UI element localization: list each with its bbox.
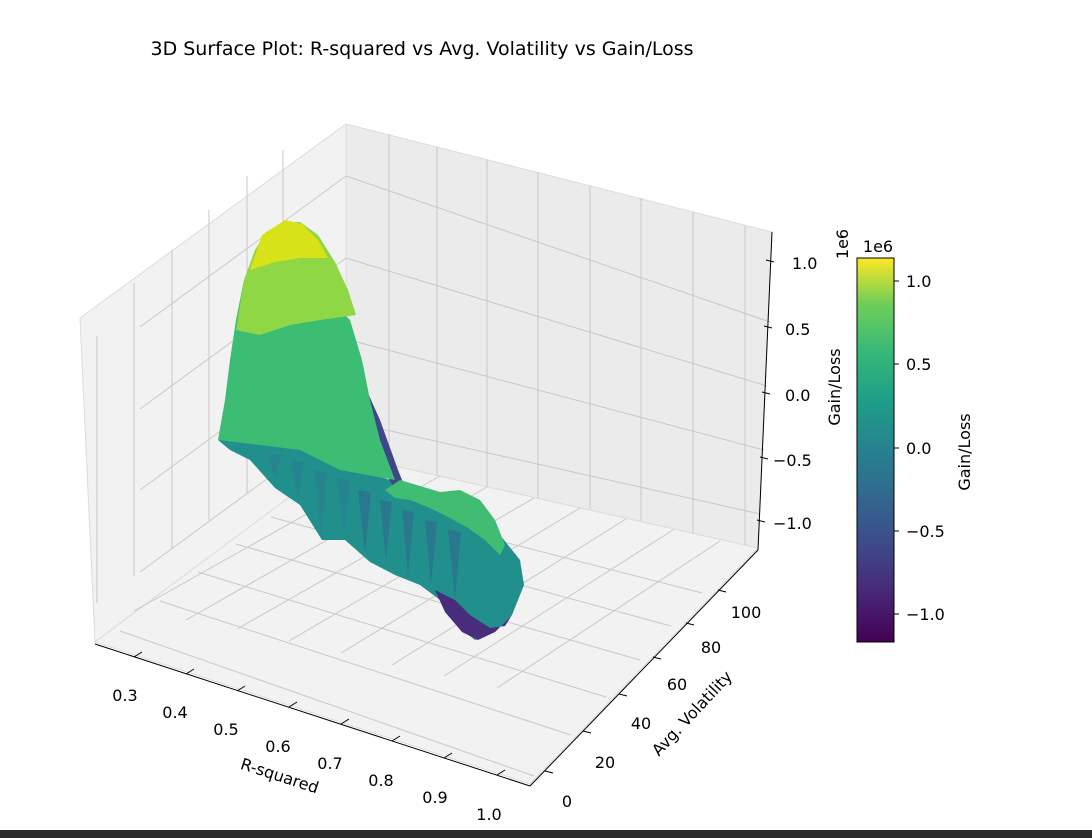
surface-spike — [380, 500, 392, 560]
surface-teal-base — [218, 430, 524, 640]
colorbar-tick-label: 1.0 — [906, 272, 931, 291]
z-tick-label: 0.5 — [785, 320, 810, 339]
colorbar-tick-label: −1.0 — [906, 605, 945, 624]
x-axis-label: R-squared — [238, 754, 321, 797]
z-tick-labels: 1.0 0.5 0.0 −0.5 −1.0 — [773, 254, 817, 533]
x-tick-label: 0.5 — [213, 720, 238, 739]
z-tick-label: 1.0 — [792, 254, 817, 273]
x-tick-label: 0.4 — [162, 703, 187, 722]
y-axis-line — [529, 549, 759, 787]
chart-title: 3D Surface Plot: R-squared vs Avg. Volat… — [150, 38, 693, 60]
z-tick-label: −1.0 — [773, 514, 812, 533]
colorbar-label: Gain/Loss — [955, 413, 974, 490]
x-tick-label: 0.9 — [422, 788, 447, 807]
surface-purple-trough — [435, 590, 512, 640]
y-tick-label: 80 — [701, 638, 721, 657]
surface-spike — [425, 520, 437, 585]
y-ticks — [544, 589, 727, 774]
colorbar-offset: 1e6 — [863, 237, 893, 256]
surface-yellow-peak — [250, 220, 328, 270]
x-tick-labels: 0.3 0.4 0.5 0.6 0.7 0.8 0.9 1.0 — [112, 686, 501, 824]
z-tick-label: −0.5 — [773, 451, 812, 470]
surface-ridge-green — [385, 480, 505, 555]
x-ticks — [133, 651, 506, 776]
x-tick-label: 0.6 — [265, 737, 290, 756]
colorbar-tick-label: −0.5 — [906, 522, 945, 541]
surface-spike — [358, 490, 371, 555]
x-tick-label: 0.8 — [368, 771, 393, 790]
y-tick-label: 60 — [667, 675, 687, 694]
window-bottom-bar — [0, 830, 1092, 838]
x-tick-label: 1.0 — [476, 805, 501, 824]
colorbar-tick-label: 0.5 — [906, 355, 931, 374]
z-axis-line — [757, 231, 773, 551]
surface-spike — [448, 530, 461, 600]
colorbar-ticks — [894, 280, 899, 615]
x-tick-label: 0.3 — [112, 686, 137, 705]
surface-spike — [291, 460, 304, 500]
z-tick-label: 0.0 — [785, 386, 810, 405]
y-tick-label: 0 — [562, 792, 572, 811]
z-ticks — [756, 259, 775, 523]
surface-spike — [268, 455, 281, 478]
colorbar-tick-labels: −1.0 −0.5 0.0 0.5 1.0 — [906, 272, 945, 624]
y-tick-label: 20 — [595, 753, 615, 772]
y-axis-label: Avg. Volatility — [648, 667, 736, 760]
surface-spike — [337, 478, 350, 535]
x-tick-label: 0.7 — [317, 754, 342, 773]
y-tick-label: 100 — [731, 603, 762, 622]
surface — [218, 220, 524, 640]
axis-lines — [94, 231, 773, 787]
y-tick-label: 40 — [631, 714, 651, 733]
surface-purple-fold — [362, 380, 404, 485]
colorbar-tick-label: 0.0 — [906, 439, 931, 458]
colorbar-gradient — [856, 257, 895, 643]
surface-spike — [402, 510, 414, 575]
colorbar: 1e6 −1.0 −0.5 0.0 0.5 1.0 Gain/Loss — [856, 237, 974, 643]
z-axis-label: Gain/Loss — [825, 348, 844, 425]
z-axis-offset: 1e6 — [833, 229, 852, 259]
x-axis-line — [94, 643, 531, 787]
y-tick-labels: 0 20 40 60 80 100 — [562, 603, 761, 811]
surface-spike — [315, 470, 327, 540]
